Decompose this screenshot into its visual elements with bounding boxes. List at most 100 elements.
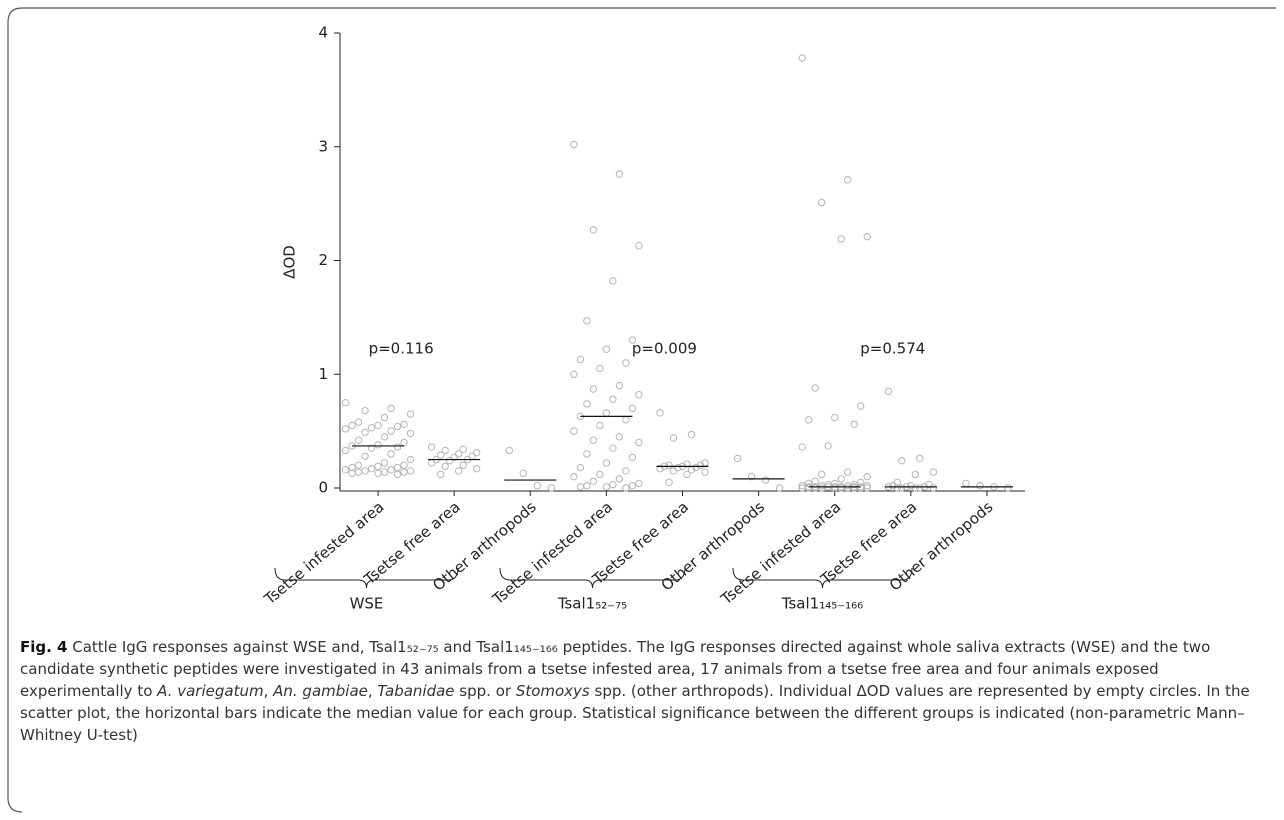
data-point — [374, 421, 382, 430]
data-point — [635, 438, 643, 447]
caption-text: spp. (other arthropods). Individual ΔOD … — [20, 682, 1250, 744]
caption-text: An. gambiae — [273, 682, 368, 700]
caption-text: Stomoxys — [515, 682, 590, 700]
caption-text: spp. or — [454, 682, 516, 700]
data-point — [687, 430, 696, 439]
data-point — [635, 242, 643, 250]
data-point — [583, 317, 591, 325]
data-point — [374, 441, 382, 449]
data-point — [367, 464, 376, 473]
p-value: p=0.116 — [369, 340, 434, 358]
data-point — [635, 391, 643, 399]
data-point — [341, 446, 350, 455]
data-point — [916, 454, 924, 463]
data-point — [635, 479, 643, 488]
data-point — [380, 459, 389, 467]
data-point — [387, 466, 395, 474]
data-point — [692, 463, 700, 472]
data-point — [406, 410, 415, 418]
data-point — [1004, 484, 1012, 492]
data-point — [596, 421, 604, 430]
data-point — [589, 477, 598, 485]
data-point — [615, 433, 624, 441]
data-point — [380, 413, 389, 422]
data-point — [583, 450, 591, 458]
data-point — [615, 475, 624, 483]
data-point — [348, 463, 356, 472]
data-point — [380, 468, 389, 476]
figure-frame — [7, 7, 1276, 813]
data-point — [589, 436, 598, 444]
data-point — [609, 480, 617, 489]
data-point — [747, 472, 756, 481]
group-label: Tsal1₁₄₅₋₁₆₆ — [781, 595, 863, 613]
data-point — [570, 472, 578, 481]
caption: Fig. 4 Cattle IgG responses against WSE … — [20, 636, 1270, 746]
data-point — [656, 409, 664, 417]
data-point — [367, 444, 376, 452]
data-point — [907, 482, 915, 490]
data-point — [863, 232, 871, 241]
data-point — [472, 449, 481, 457]
data-point — [570, 370, 578, 378]
data-point — [976, 482, 984, 490]
data-point — [596, 470, 604, 479]
caption-text: Tabanidae — [377, 682, 455, 700]
data-point — [393, 422, 402, 431]
group-bracket — [732, 567, 913, 589]
data-point — [602, 459, 611, 467]
data-point — [622, 467, 630, 475]
data-point — [374, 469, 382, 477]
data-point — [761, 476, 770, 484]
data-point — [406, 467, 415, 475]
data-point — [602, 345, 611, 353]
data-point — [570, 427, 578, 435]
data-point — [576, 483, 585, 491]
data-point — [354, 461, 363, 469]
caption-text: Fig. 4 — [20, 638, 68, 656]
data-point — [628, 336, 637, 344]
data-point — [609, 395, 617, 403]
data-point — [733, 454, 742, 463]
data-point — [354, 436, 363, 444]
data-point — [436, 470, 445, 479]
data-point — [576, 463, 585, 472]
data-point — [570, 140, 578, 149]
data-point — [468, 452, 476, 460]
data-point — [898, 457, 906, 465]
data-point — [602, 483, 611, 491]
data-point — [427, 443, 436, 451]
data-point — [387, 427, 395, 435]
data-point — [622, 484, 630, 492]
data-point — [367, 424, 376, 432]
data-point — [615, 170, 624, 178]
data-point — [348, 469, 356, 477]
data-point — [850, 484, 858, 492]
data-point — [459, 461, 467, 469]
data-point — [602, 409, 611, 417]
group-label: Tsal1₅₂₋₇₅ — [557, 595, 627, 613]
data-point — [361, 428, 369, 436]
data-point — [427, 459, 436, 467]
data-point — [400, 461, 408, 469]
data-point — [628, 482, 637, 490]
data-point — [348, 421, 356, 430]
data-point — [929, 468, 938, 476]
data-point — [884, 387, 893, 396]
data-point — [387, 450, 395, 458]
data-point — [615, 381, 624, 390]
data-point — [583, 482, 591, 490]
data-point — [805, 416, 813, 424]
data-point — [341, 398, 350, 407]
data-point — [857, 478, 865, 487]
data-point — [533, 482, 541, 490]
data-point — [406, 429, 415, 438]
data-point — [393, 463, 402, 472]
data-point — [798, 54, 806, 62]
group-bracket — [499, 567, 686, 589]
data-point — [850, 420, 858, 428]
data-point — [354, 468, 363, 476]
data-point — [380, 433, 389, 441]
data-point — [669, 434, 678, 442]
